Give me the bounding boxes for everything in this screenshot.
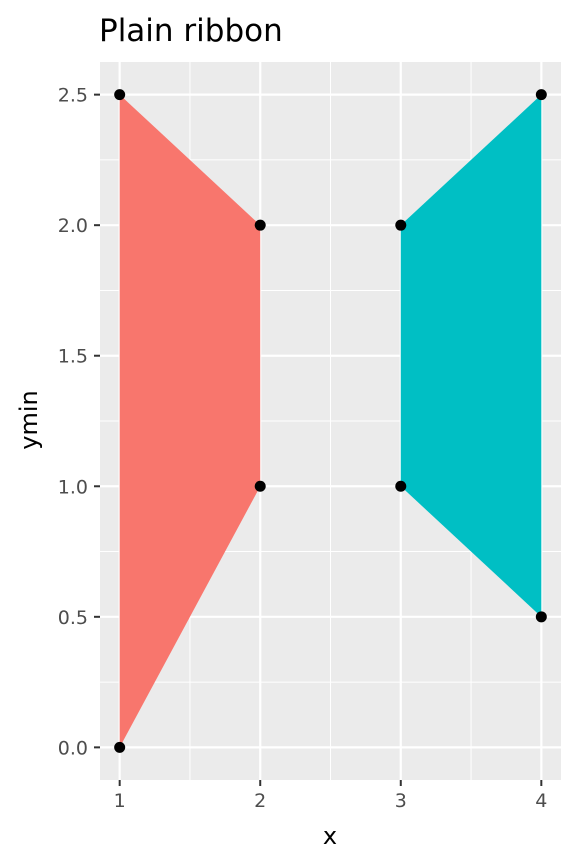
data-point: [114, 741, 126, 753]
x-tick-label: 1: [114, 790, 126, 812]
y-tick-label: 1.5: [58, 346, 88, 368]
y-tick-label: 0.5: [58, 607, 88, 629]
data-point: [114, 89, 126, 101]
x-axis: 1 2 3 4: [114, 780, 547, 812]
x-tick-label: 3: [395, 790, 407, 812]
y-tick-label: 2.0: [58, 215, 88, 237]
ribbons: [119, 94, 542, 748]
x-axis-title: x: [323, 822, 337, 850]
ribbon-1: [119, 94, 261, 748]
chart-title: Plain ribbon: [99, 13, 283, 49]
y-tick-label: 2.5: [58, 85, 88, 107]
y-tick-label: 1.0: [58, 476, 88, 498]
x-tick-label: 2: [254, 790, 266, 812]
data-point: [254, 219, 266, 231]
x-tick-label: 4: [535, 790, 547, 812]
data-point: [254, 480, 266, 492]
data-point: [395, 480, 407, 492]
data-points: [114, 89, 547, 753]
data-point: [535, 89, 547, 101]
y-axis-title: ymin: [15, 390, 43, 449]
y-axis: 0.0 0.5 1.0 1.5 2.0 2.5: [58, 85, 100, 759]
ribbon-2: [400, 94, 542, 617]
data-point: [535, 611, 547, 623]
y-tick-label: 0.0: [58, 737, 88, 759]
data-point: [395, 219, 407, 231]
